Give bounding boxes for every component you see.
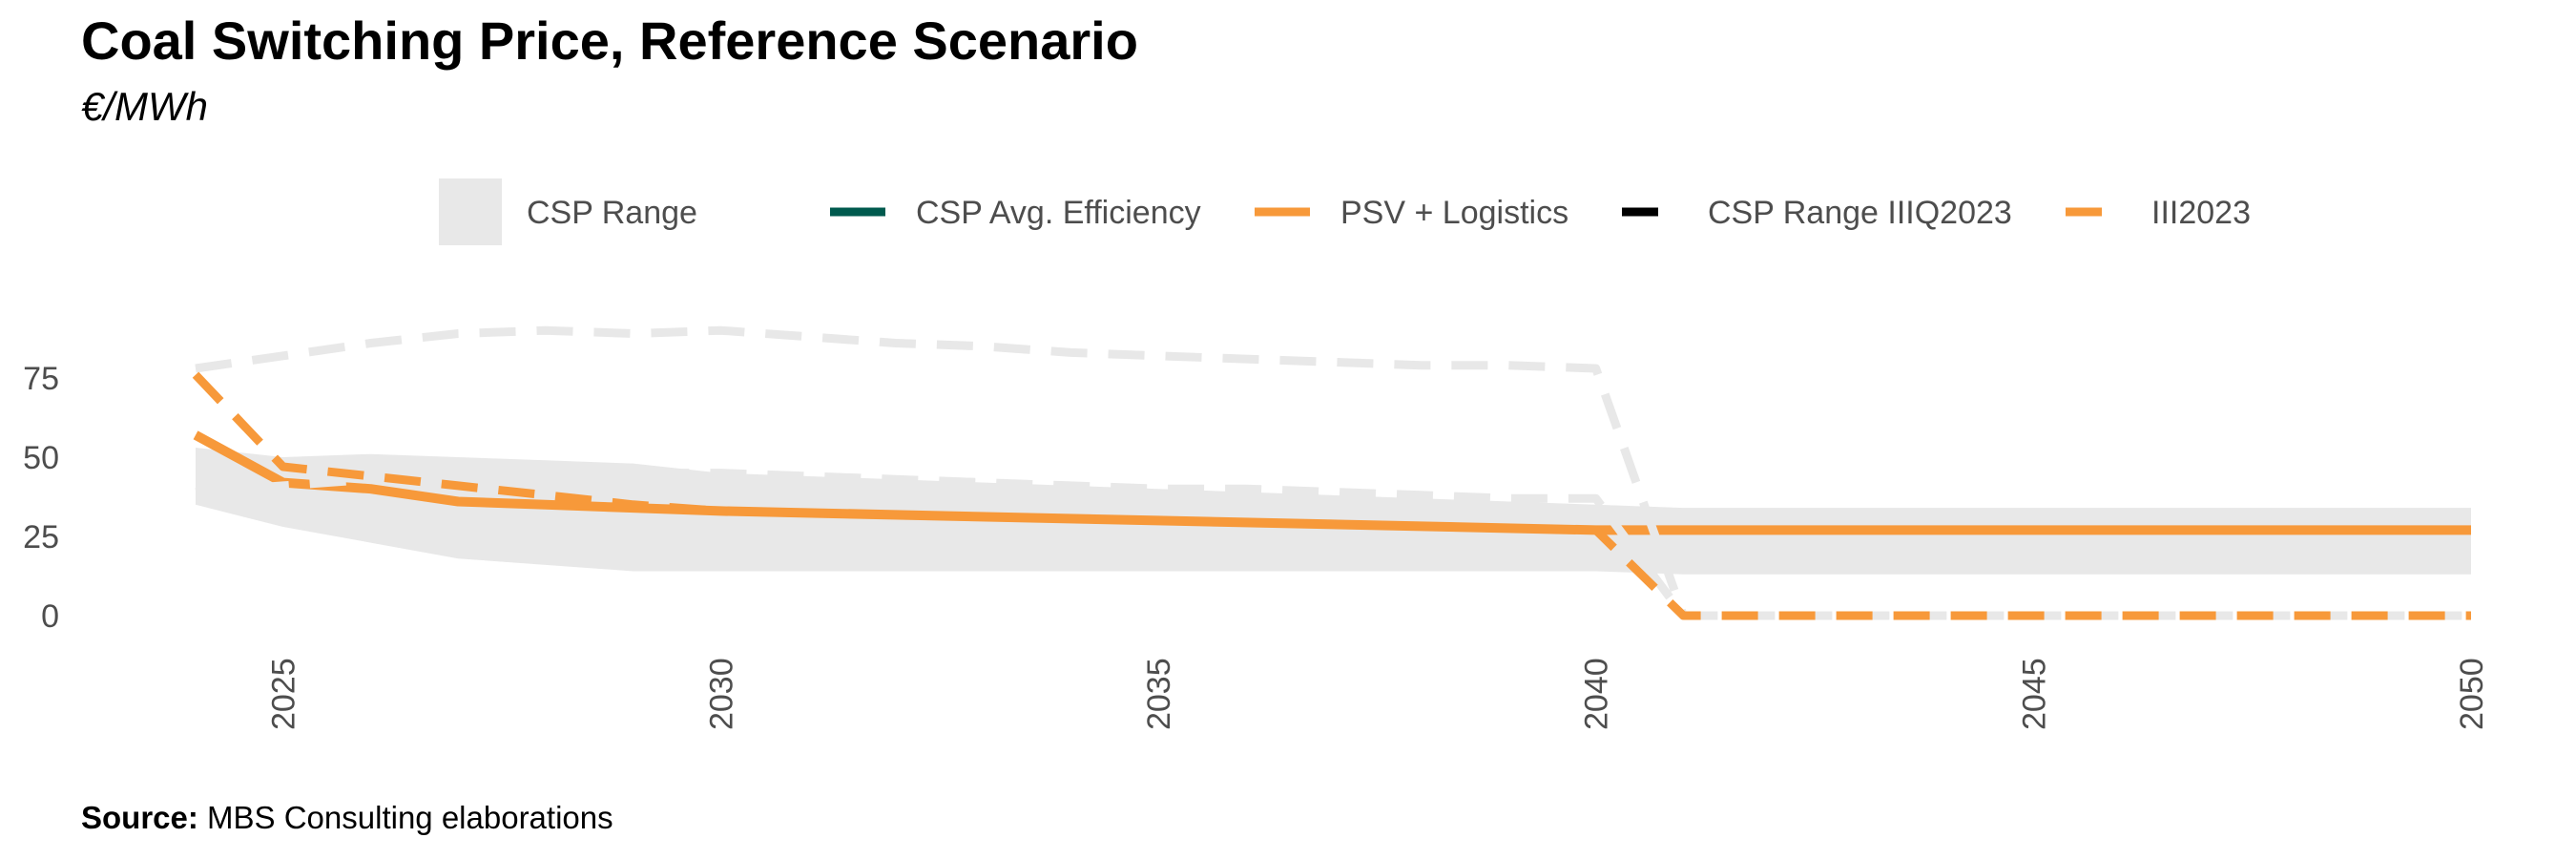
chart-title: Coal Switching Price, Reference Scenario [81,10,1138,71]
y-tick-label-50: 50 [23,440,59,476]
legend-label: CSP Avg. Efficiency [916,195,1201,231]
series-csp-range-band [196,448,2471,575]
x-tick-label-2035: 2035 [1141,658,1177,730]
legend-item: III2023 [2066,195,2251,231]
x-axis: 2025 2030 2035 2040 2045 2050 [266,658,2490,730]
legend-item: CSP Range [439,178,697,245]
y-axis: 0 25 50 75 [23,361,59,635]
legend-label: PSV + Logistics [1340,195,1568,231]
legend-swatch-area [439,178,502,245]
legend-label: CSP Range IIIQ2023 [1708,195,2012,231]
legend-item: PSV + Logistics [1255,195,1568,231]
x-tick-label-2045: 2045 [2016,658,2052,730]
legend-item: CSP Avg. Efficiency [830,195,1201,231]
source-note: Source: MBS Consulting elaborations [81,800,613,836]
legend-label: CSP Range [527,195,697,231]
plot-area [192,325,2471,620]
series-iii2023-line [192,371,2471,620]
legend: CSP Range CSP Avg. Efficiency PSV + Logist… [439,178,2251,245]
y-tick-label-75: 75 [23,361,59,397]
source-label: Source: [81,800,198,835]
y-tick-label-0: 0 [41,598,59,635]
x-tick-label-2025: 2025 [266,658,302,730]
series-csp-range-iiiq2023-lower-line [195,469,2471,620]
legend-item: CSP Range IIIQ2023 [1622,195,2012,231]
x-tick-label-2030: 2030 [703,658,739,730]
y-tick-label-25: 25 [23,519,59,555]
legend-label: III2023 [2151,195,2251,231]
x-tick-label-2050: 2050 [2454,658,2490,730]
chart-subtitle: €/MWh [81,84,209,129]
source-text: MBS Consulting elaborations [207,800,613,835]
series-csp-range-iiiq2023-upper-line [195,325,2471,620]
x-tick-label-2040: 2040 [1579,658,1615,730]
